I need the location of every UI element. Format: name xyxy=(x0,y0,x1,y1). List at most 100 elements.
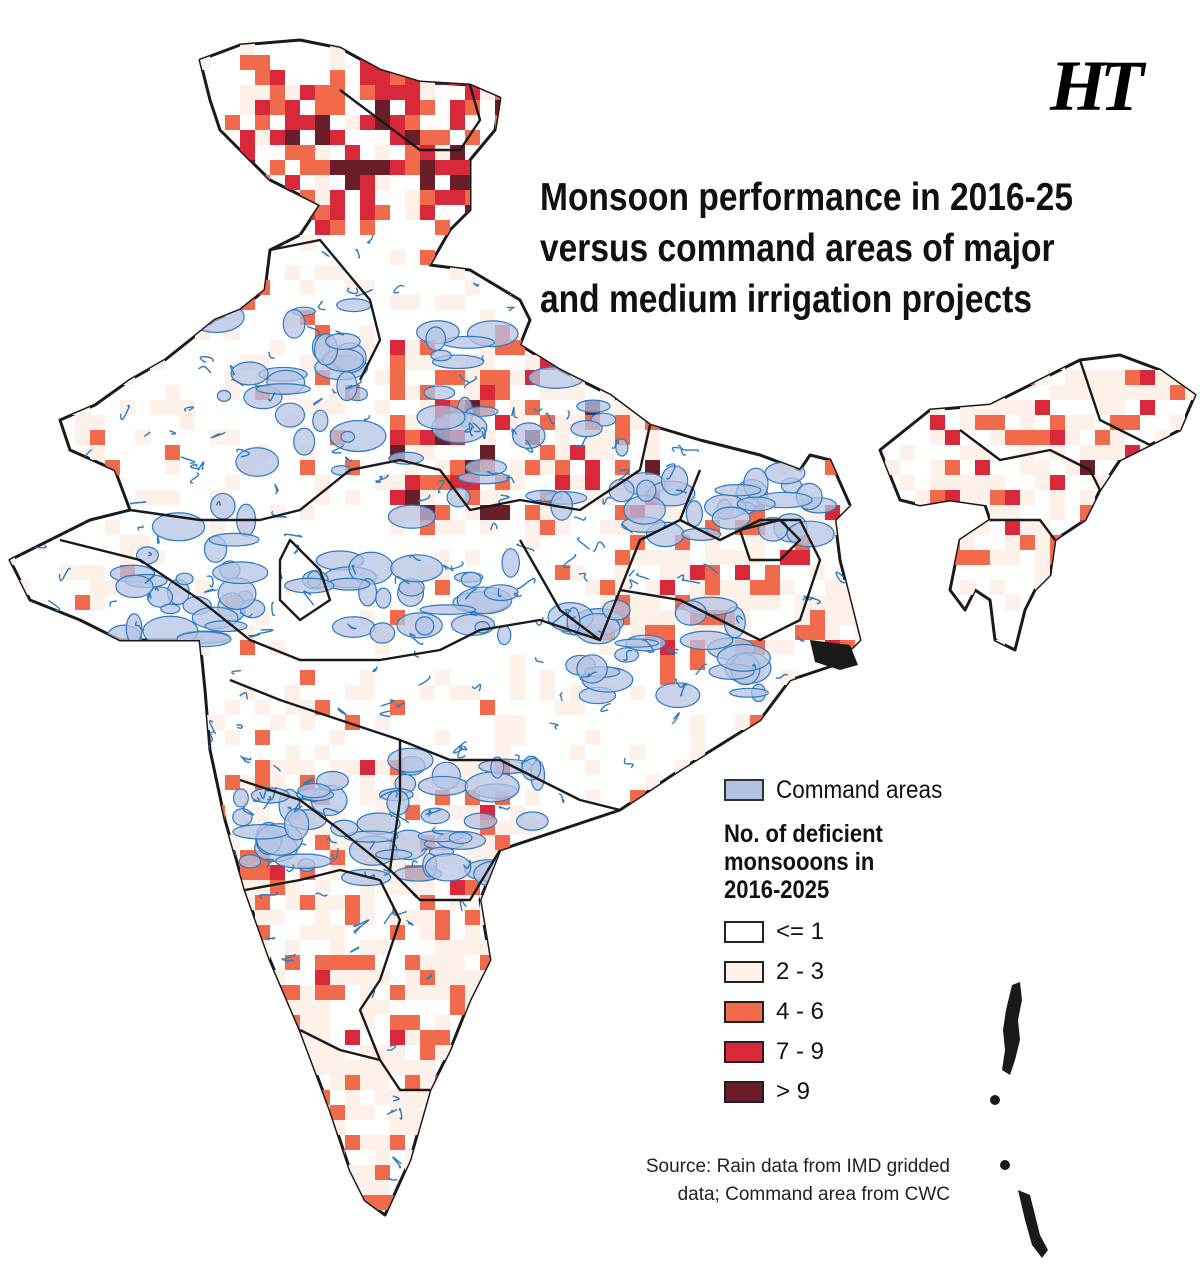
ht-logo: HT xyxy=(1050,46,1144,126)
grid-cell xyxy=(1140,370,1155,385)
canal-line xyxy=(570,1046,582,1062)
grid-cell xyxy=(165,1180,180,1195)
grid-cell xyxy=(720,145,735,160)
canal-line xyxy=(353,919,370,929)
grid-cell xyxy=(255,1105,270,1120)
grid-cell xyxy=(300,1015,315,1030)
canal-line xyxy=(387,1178,398,1181)
grid-cell xyxy=(435,475,450,490)
canal-line xyxy=(188,835,204,848)
grid-cell xyxy=(945,475,960,490)
grid-cell xyxy=(300,985,315,1000)
grid-cell xyxy=(645,940,660,955)
grid-cell xyxy=(270,1120,285,1135)
grid-cell xyxy=(435,940,450,955)
legend-class-4: 7 - 9 xyxy=(724,1032,1024,1072)
grid-cell xyxy=(555,910,570,925)
canal-line xyxy=(178,878,187,891)
grid-cell xyxy=(150,970,165,985)
grid-cell xyxy=(240,640,255,655)
grid-cell xyxy=(270,1030,285,1045)
grid-cell xyxy=(495,835,510,850)
grid-cell xyxy=(1095,955,1110,970)
canal-line xyxy=(184,406,194,412)
grid-cell xyxy=(315,1180,330,1195)
grid-cell xyxy=(255,190,270,205)
grid-cell xyxy=(420,685,435,700)
canal-line xyxy=(138,990,147,1005)
canal-line xyxy=(79,965,96,974)
grid-cell xyxy=(180,835,195,850)
canal-line xyxy=(44,435,55,443)
grid-cell xyxy=(810,430,825,445)
grid-cell xyxy=(765,1135,780,1150)
grid-cell xyxy=(375,70,390,85)
grid-cell xyxy=(465,685,480,700)
grid-cell xyxy=(30,850,45,865)
canal-line xyxy=(106,931,121,941)
canal-line xyxy=(51,256,62,260)
grid-cell xyxy=(1125,265,1140,280)
grid-cell xyxy=(600,115,615,130)
grid-cell xyxy=(1080,535,1095,550)
canal-line xyxy=(671,712,680,724)
canal-line xyxy=(363,414,371,422)
grid-cell xyxy=(345,955,360,970)
command-area-patch xyxy=(387,747,434,773)
grid-cell xyxy=(390,415,405,430)
grid-cell xyxy=(945,430,960,445)
grid-cell xyxy=(570,700,585,715)
command-area-patch xyxy=(160,603,181,615)
canal-line xyxy=(623,649,633,661)
canal-line xyxy=(30,617,46,624)
grid-cell xyxy=(510,370,525,385)
grid-cell xyxy=(930,40,945,55)
grid-cell xyxy=(900,580,915,595)
grid-cell xyxy=(270,1000,285,1015)
grid-cell xyxy=(570,445,585,460)
grid-cell xyxy=(1065,145,1080,160)
grid-cell xyxy=(600,130,615,145)
grid-cell xyxy=(555,445,570,460)
grid-cell xyxy=(195,1105,210,1120)
grid-cell xyxy=(165,70,180,85)
grid-cell xyxy=(435,910,450,925)
grid-cell xyxy=(180,655,195,670)
grid-cell xyxy=(630,115,645,130)
grid-cell xyxy=(420,445,435,460)
canal-line xyxy=(409,632,424,646)
grid-cell xyxy=(960,535,975,550)
grid-cell xyxy=(30,355,45,370)
canal-line xyxy=(301,794,317,803)
grid-cell xyxy=(315,955,330,970)
grid-cell xyxy=(330,985,345,1000)
grid-cell xyxy=(105,670,120,685)
grid-cell xyxy=(345,1060,360,1075)
grid-cell xyxy=(375,100,390,115)
grid-cell xyxy=(540,1210,555,1215)
grid-cell xyxy=(1140,1075,1155,1090)
canal-line xyxy=(772,374,781,386)
grid-cell xyxy=(60,400,75,415)
grid-cell xyxy=(1080,445,1095,460)
grid-cell xyxy=(285,1120,300,1135)
grid-cell xyxy=(240,205,255,220)
grid-cell xyxy=(495,865,510,880)
command-area-patch xyxy=(423,385,456,401)
grid-cell xyxy=(1095,370,1110,385)
grid-cell xyxy=(990,400,1005,415)
grid-cell xyxy=(855,55,870,70)
grid-cell xyxy=(570,910,585,925)
grid-cell xyxy=(570,55,585,70)
canal-line xyxy=(420,847,427,853)
grid-cell xyxy=(1110,865,1125,880)
command-area-patch xyxy=(230,361,269,386)
grid-cell xyxy=(990,415,1005,430)
grid-cell xyxy=(285,115,300,130)
grid-cell xyxy=(900,715,915,730)
grid-cell xyxy=(495,385,510,400)
canal-line xyxy=(331,388,337,394)
grid-cell xyxy=(870,670,885,685)
grid-cell xyxy=(150,295,165,310)
grid-cell xyxy=(165,655,180,670)
